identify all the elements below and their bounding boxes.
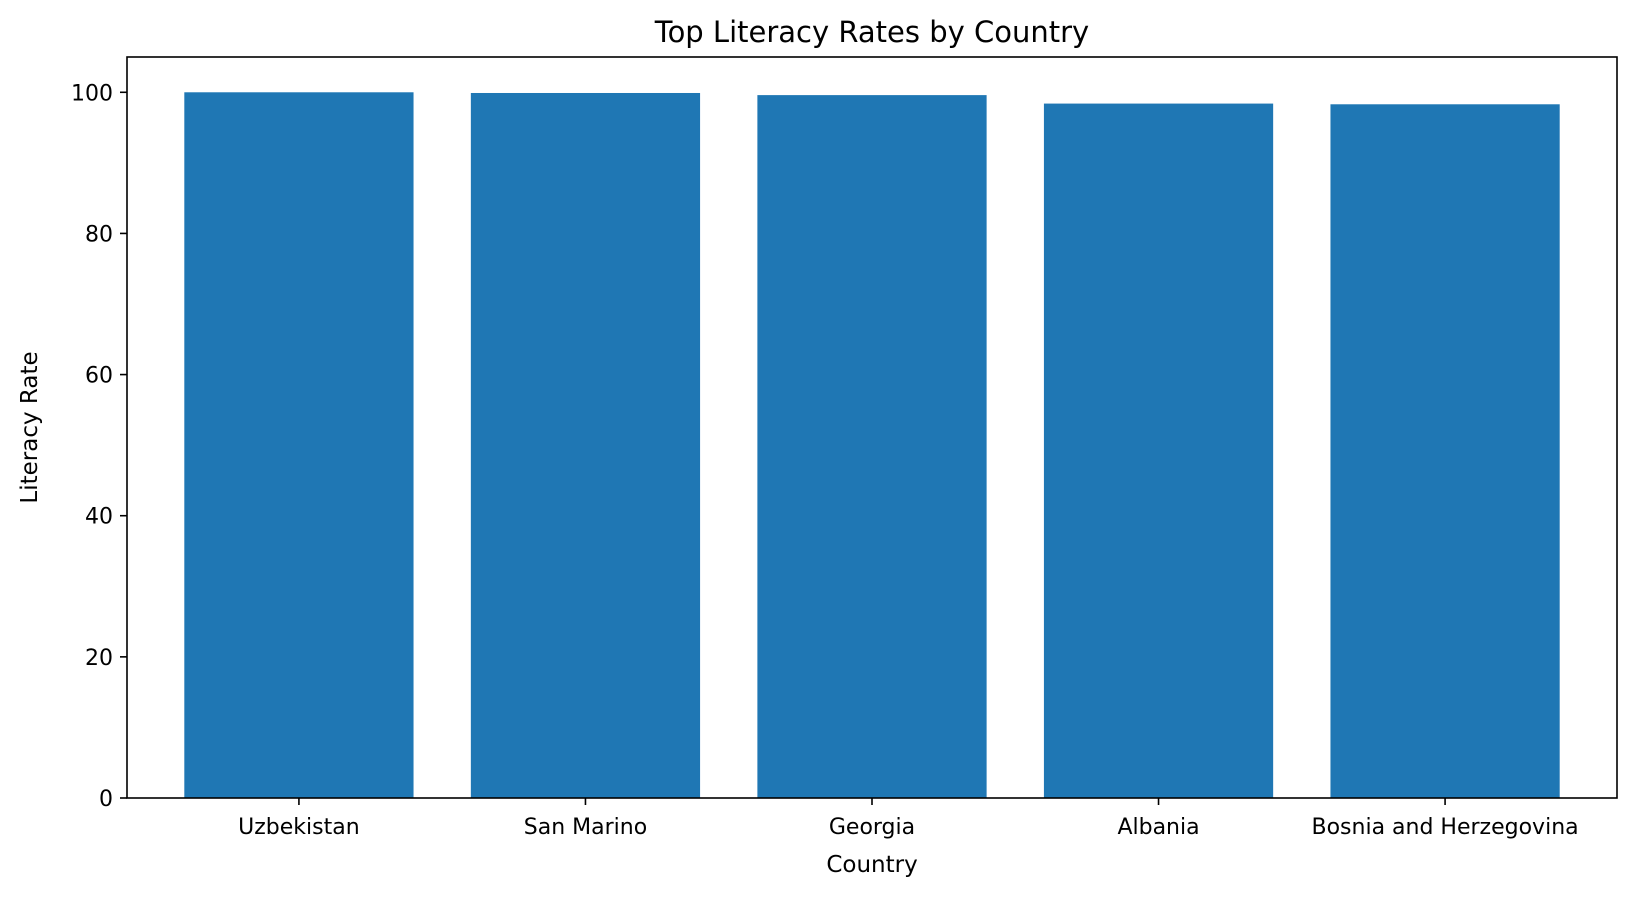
bar-san-marino [470,92,701,798]
y-tick-label: 60 [85,364,113,389]
bar-albania [1043,103,1274,798]
bar-bosnia-and-herzegovina [1330,104,1560,799]
x-axis-label: Country [826,852,917,878]
x-tick-label: Bosnia and Herzegovina [1312,815,1579,840]
y-tick-label: 40 [85,505,113,530]
x-tick-label: San Marino [524,815,647,840]
chart-title: Top Literacy Rates by Country [654,15,1089,49]
bars-layer [184,92,1560,799]
bar-uzbekistan [184,92,414,799]
x-tick-label: Uzbekistan [238,815,360,840]
y-axis-ticks: 0 20 40 60 80 100 [71,81,127,812]
y-tick-label: 20 [85,646,113,671]
y-tick-label: 80 [85,222,113,247]
bar-georgia [757,95,987,798]
x-tick-label: Georgia [829,815,915,840]
y-tick-label: 0 [99,787,113,812]
y-tick-label: 100 [71,81,113,106]
x-tick-label: Albania [1117,815,1199,840]
x-axis-ticks: Uzbekistan San Marino Georgia Albania Bosnia… [238,798,1579,840]
y-axis-label: Literacy Rate [17,351,43,503]
